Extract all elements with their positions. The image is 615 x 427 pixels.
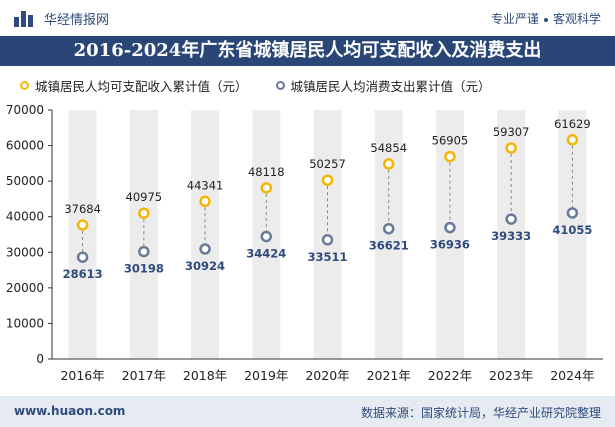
legend-consumption-marker-icon [275, 81, 285, 90]
x-tick-label: 2022年 [428, 368, 472, 383]
y-tick-label: 0 [36, 352, 44, 366]
legend-item-income: 城镇居民人均可支配收入累计值（元） [20, 76, 248, 95]
income-point [382, 158, 395, 170]
income-data-label: 48118 [248, 165, 285, 179]
data-source: 数据来源：国家统计局，华经产业研究院整理 [360, 406, 601, 420]
y-tick-label: 30000 [6, 245, 44, 259]
income-point [199, 195, 211, 208]
consumption-data-label: 34424 [246, 247, 286, 261]
tagline-second: 客观科学 [552, 12, 601, 26]
title-bar: 2016-2024年广东省城镇居民人均可支配收入及消费支出 [0, 36, 615, 66]
category-band [129, 110, 158, 359]
brand: 华经情报网 [14, 9, 109, 28]
income-point [505, 142, 517, 154]
consumption-point [505, 213, 517, 225]
consumption-point [566, 207, 579, 219]
y-tick-label: 50000 [6, 174, 44, 188]
income-point [444, 150, 456, 163]
y-tick-label: 20000 [6, 281, 44, 295]
income-data-label: 54854 [370, 141, 407, 155]
legend: 城镇居民人均可支配收入累计值（元） 城镇居民人均消费支出累计值（元） [20, 76, 519, 95]
category-band [68, 110, 97, 359]
income-data-label: 50257 [309, 157, 346, 171]
income-point [138, 207, 150, 219]
consumption-point [444, 221, 456, 234]
consumption-data-label: 36621 [369, 239, 409, 253]
x-tick-label: 2021年 [367, 368, 411, 383]
consumption-point [199, 243, 211, 255]
income-data-label: 37684 [64, 202, 101, 216]
y-tick-label: 70000 [6, 103, 44, 117]
tagline: 专业严谨 客观科学 [491, 10, 601, 27]
tagline-first: 专业严谨 [490, 12, 539, 26]
x-tick-label: 2023年 [489, 368, 533, 383]
footer: www.huaon.com 数据来源：国家统计局，华经产业研究院整理 [0, 396, 615, 427]
income-point [566, 134, 579, 146]
y-tick-label: 10000 [6, 316, 44, 330]
y-tick-label: 60000 [6, 139, 44, 153]
income-point [321, 174, 334, 186]
x-tick-label: 2016年 [60, 368, 104, 383]
income-data-label: 59307 [493, 125, 530, 139]
income-data-label: 40975 [126, 190, 163, 204]
consumption-data-label: 30924 [185, 259, 225, 273]
x-tick-label: 2017年 [122, 368, 166, 383]
income-point [260, 182, 273, 194]
consumption-data-label: 28613 [63, 267, 103, 281]
category-band [558, 110, 587, 359]
consumption-point [76, 251, 89, 263]
huajing-logo-icon [14, 10, 38, 27]
brand-name: 华经情报网 [44, 13, 110, 28]
chart-title: 2016-2024年广东省城镇居民人均可支配收入及消费支出 [73, 40, 542, 61]
x-tick-label: 2020年 [305, 368, 349, 383]
consumption-point [382, 222, 395, 235]
income-data-label: 56905 [432, 134, 469, 148]
legend-item-consumption: 城镇居民人均消费支出累计值（元） [275, 76, 491, 95]
consumption-data-label: 41055 [552, 223, 592, 237]
separator-dot-icon [543, 17, 548, 22]
chart-plot: 0 10000 20000 30000 40000 50000 60000 70000 2016… [6, 103, 603, 383]
x-tick-label: 2024年 [550, 368, 594, 383]
consumption-data-label: 39333 [491, 229, 531, 243]
consumption-data-label: 33511 [307, 250, 347, 264]
category-band [374, 110, 403, 359]
legend-consumption-label: 城镇居民人均消费支出累计值（元） [290, 79, 491, 94]
legend-income-marker-icon [20, 81, 29, 90]
x-tick-label: 2019年 [244, 368, 288, 383]
legend-income-label: 城镇居民人均可支配收入累计值（元） [35, 79, 248, 94]
consumption-point [321, 234, 334, 246]
consumption-point [260, 230, 273, 243]
income-data-label: 44341 [187, 178, 224, 192]
consumption-data-label: 36936 [430, 238, 470, 252]
category-band [191, 110, 220, 359]
income-data-label: 61629 [554, 117, 591, 131]
consumption-point [138, 245, 150, 258]
consumption-data-label: 30198 [124, 262, 164, 276]
x-tick-label: 2018年 [183, 368, 227, 383]
top-bar: 华经情报网 专业严谨 客观科学 [0, 0, 615, 34]
income-point [76, 219, 89, 231]
site-url: www.huaon.com [14, 404, 126, 418]
y-tick-label: 40000 [6, 210, 44, 224]
